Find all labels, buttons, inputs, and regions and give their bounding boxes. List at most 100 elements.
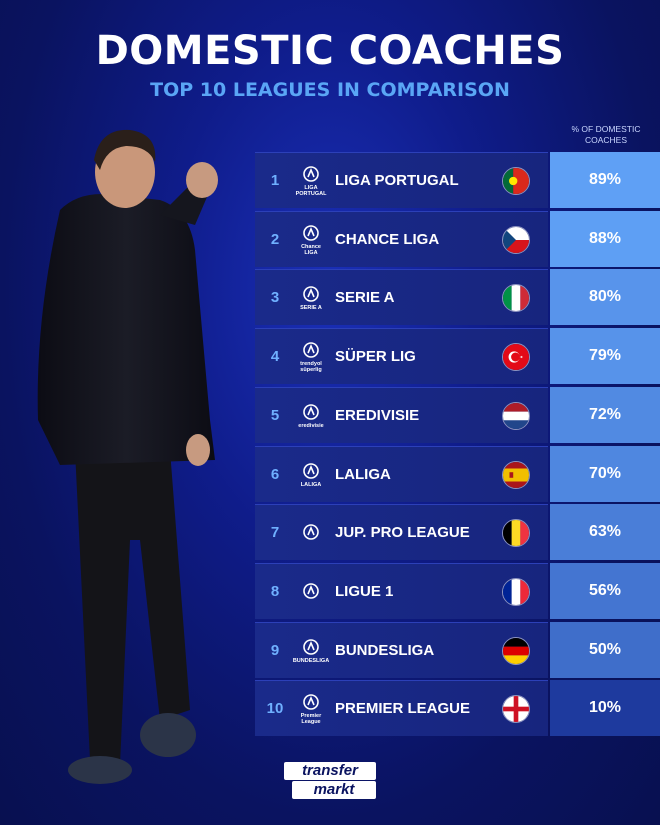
england-flag-icon bbox=[502, 695, 530, 724]
rank-label: 2 bbox=[270, 230, 280, 248]
percentage-cell: 50% bbox=[550, 621, 660, 678]
league-name: JUP. PRO LEAGUE bbox=[335, 524, 470, 542]
logo-mark bbox=[303, 403, 319, 420]
row-main: 2 Chance LIGA CHANCE LIGA bbox=[255, 210, 548, 267]
rank-label: 4 bbox=[270, 348, 280, 366]
league-logo-icon bbox=[295, 574, 327, 610]
table-row: 4 trendyol süperlig SÜPER LIG 79% bbox=[255, 328, 660, 385]
league-logo-icon: SERIE A bbox=[295, 280, 327, 316]
row-main: 4 trendyol süperlig SÜPER LIG bbox=[255, 328, 548, 385]
league-logo-icon: Premier League bbox=[295, 691, 327, 727]
rank-label: 3 bbox=[270, 289, 280, 307]
percentage-label: 63% bbox=[588, 523, 622, 541]
logo-mark bbox=[303, 286, 319, 303]
logo-text: eredivisie bbox=[298, 422, 324, 429]
logo-text: Chance LIGA bbox=[301, 243, 321, 256]
logo-line-2: markt bbox=[292, 781, 376, 799]
turkey-flag-icon bbox=[502, 343, 530, 372]
rank-label: 8 bbox=[270, 582, 280, 600]
league-name: CHANCE LIGA bbox=[335, 230, 440, 248]
transfermarkt-logo: transfer markt bbox=[284, 762, 376, 800]
page-title: DOMESTIC COACHES bbox=[95, 28, 565, 74]
percentage-label: 56% bbox=[588, 581, 622, 599]
logo-mark bbox=[303, 166, 319, 182]
france-flag-icon bbox=[502, 577, 530, 606]
percentage-cell: 63% bbox=[550, 504, 660, 561]
logo-text: BUNDESLIGA bbox=[292, 657, 330, 664]
percentage-cell: 88% bbox=[550, 210, 660, 267]
rank-label: 5 bbox=[270, 406, 280, 424]
league-name: SERIE A bbox=[335, 289, 395, 307]
league-name: LIGA PORTUGAL bbox=[335, 172, 459, 189]
spain-flag-icon bbox=[502, 460, 530, 489]
row-main: 1 LIGA PORTUGAL LIGA PORTUGAL bbox=[255, 152, 548, 208]
logo-text: Premier League bbox=[300, 713, 322, 726]
row-main: 6 LALIGA LALIGA bbox=[255, 445, 548, 502]
logo-mark bbox=[303, 342, 319, 358]
league-logo-icon: trendyol süperlig bbox=[295, 339, 327, 375]
logo-mark bbox=[303, 224, 319, 241]
portugal-flag-icon bbox=[502, 167, 530, 195]
percentage-label: 10% bbox=[588, 699, 622, 717]
logo-text: LALIGA bbox=[300, 481, 322, 488]
czechia-flag-icon bbox=[502, 225, 530, 254]
percentage-label: 89% bbox=[588, 171, 622, 188]
table-row: 8 LIGUE 1 56% bbox=[255, 562, 660, 619]
table-row: 3 SERIE A SERIE A 80% bbox=[255, 269, 660, 326]
table-row: 2 Chance LIGA CHANCE LIGA 88% bbox=[255, 210, 660, 267]
league-name: EREDIVISIE bbox=[335, 406, 420, 424]
germany-flag-icon bbox=[502, 636, 530, 665]
percentage-cell: 72% bbox=[550, 386, 660, 443]
league-logo-icon: LIGA PORTUGAL bbox=[295, 163, 327, 199]
table-row: 5 eredivisie EREDIVISIE 72% bbox=[255, 386, 660, 443]
netherlands-flag-icon bbox=[502, 401, 530, 430]
percentage-cell: 70% bbox=[550, 445, 660, 502]
row-main: 3 SERIE A SERIE A bbox=[255, 269, 548, 326]
row-main: 5 eredivisie EREDIVISIE bbox=[255, 386, 548, 443]
league-name: BUNDESLIGA bbox=[335, 641, 435, 659]
rank-label: 10 bbox=[266, 700, 284, 718]
league-name: LALIGA bbox=[335, 465, 391, 483]
rank-label: 1 bbox=[270, 172, 280, 189]
league-logo-icon: LALIGA bbox=[295, 457, 327, 493]
percentage-label: 70% bbox=[588, 464, 622, 482]
league-name: PREMIER LEAGUE bbox=[335, 700, 471, 718]
logo-text: trendyol süperlig bbox=[300, 361, 322, 374]
logo-text: SERIE A bbox=[300, 305, 322, 312]
league-logo-icon: BUNDESLIGA bbox=[292, 633, 330, 669]
coach-photo bbox=[37, 129, 218, 784]
row-main: 10 Premier League PREMIER LEAGUE bbox=[255, 680, 548, 737]
table-row: 9 BUNDESLIGA BUNDESLIGA 50% bbox=[255, 621, 660, 678]
logo-mark bbox=[303, 694, 319, 711]
league-logo-icon: Chance LIGA bbox=[295, 222, 327, 258]
percentage-cell: 80% bbox=[550, 269, 660, 326]
percentage-cell: 56% bbox=[550, 562, 660, 619]
table-row: 1 LIGA PORTUGAL LIGA PORTUGAL 89% bbox=[255, 152, 660, 208]
percentage-cell: 89% bbox=[550, 152, 660, 208]
league-name: SÜPER LIG bbox=[335, 348, 416, 366]
rank-label: 6 bbox=[270, 465, 280, 483]
percentage-cell: 79% bbox=[550, 328, 660, 385]
logo-mark bbox=[303, 583, 319, 599]
row-main: 9 BUNDESLIGA BUNDESLIGA bbox=[255, 621, 548, 678]
league-logo-icon bbox=[295, 515, 327, 551]
column-header: % OF DOMESTIC COACHES bbox=[571, 124, 641, 145]
table-row: 7 JUP. PRO LEAGUE 63% bbox=[255, 504, 660, 561]
table-row: 6 LALIGA LALIGA 70% bbox=[255, 445, 660, 502]
row-main: 7 JUP. PRO LEAGUE bbox=[255, 504, 548, 561]
logo-text: LIGA PORTUGAL bbox=[295, 185, 327, 197]
percentage-label: 80% bbox=[588, 288, 622, 306]
percentage-label: 72% bbox=[588, 405, 622, 423]
percentage-label: 79% bbox=[588, 347, 622, 365]
italy-flag-icon bbox=[502, 284, 530, 313]
percentage-label: 88% bbox=[588, 229, 622, 247]
logo-mark bbox=[303, 462, 319, 479]
league-logo-icon: eredivisie bbox=[295, 398, 327, 434]
logo-mark bbox=[303, 524, 319, 540]
league-name: LIGUE 1 bbox=[335, 582, 394, 600]
page-subtitle: TOP 10 LEAGUES IN COMPARISON bbox=[150, 79, 510, 101]
row-main: 8 LIGUE 1 bbox=[255, 562, 548, 619]
table-row: 10 Premier League PREMIER LEAGUE 10% bbox=[255, 680, 660, 737]
logo-mark bbox=[303, 638, 319, 655]
belgium-flag-icon bbox=[502, 519, 530, 548]
